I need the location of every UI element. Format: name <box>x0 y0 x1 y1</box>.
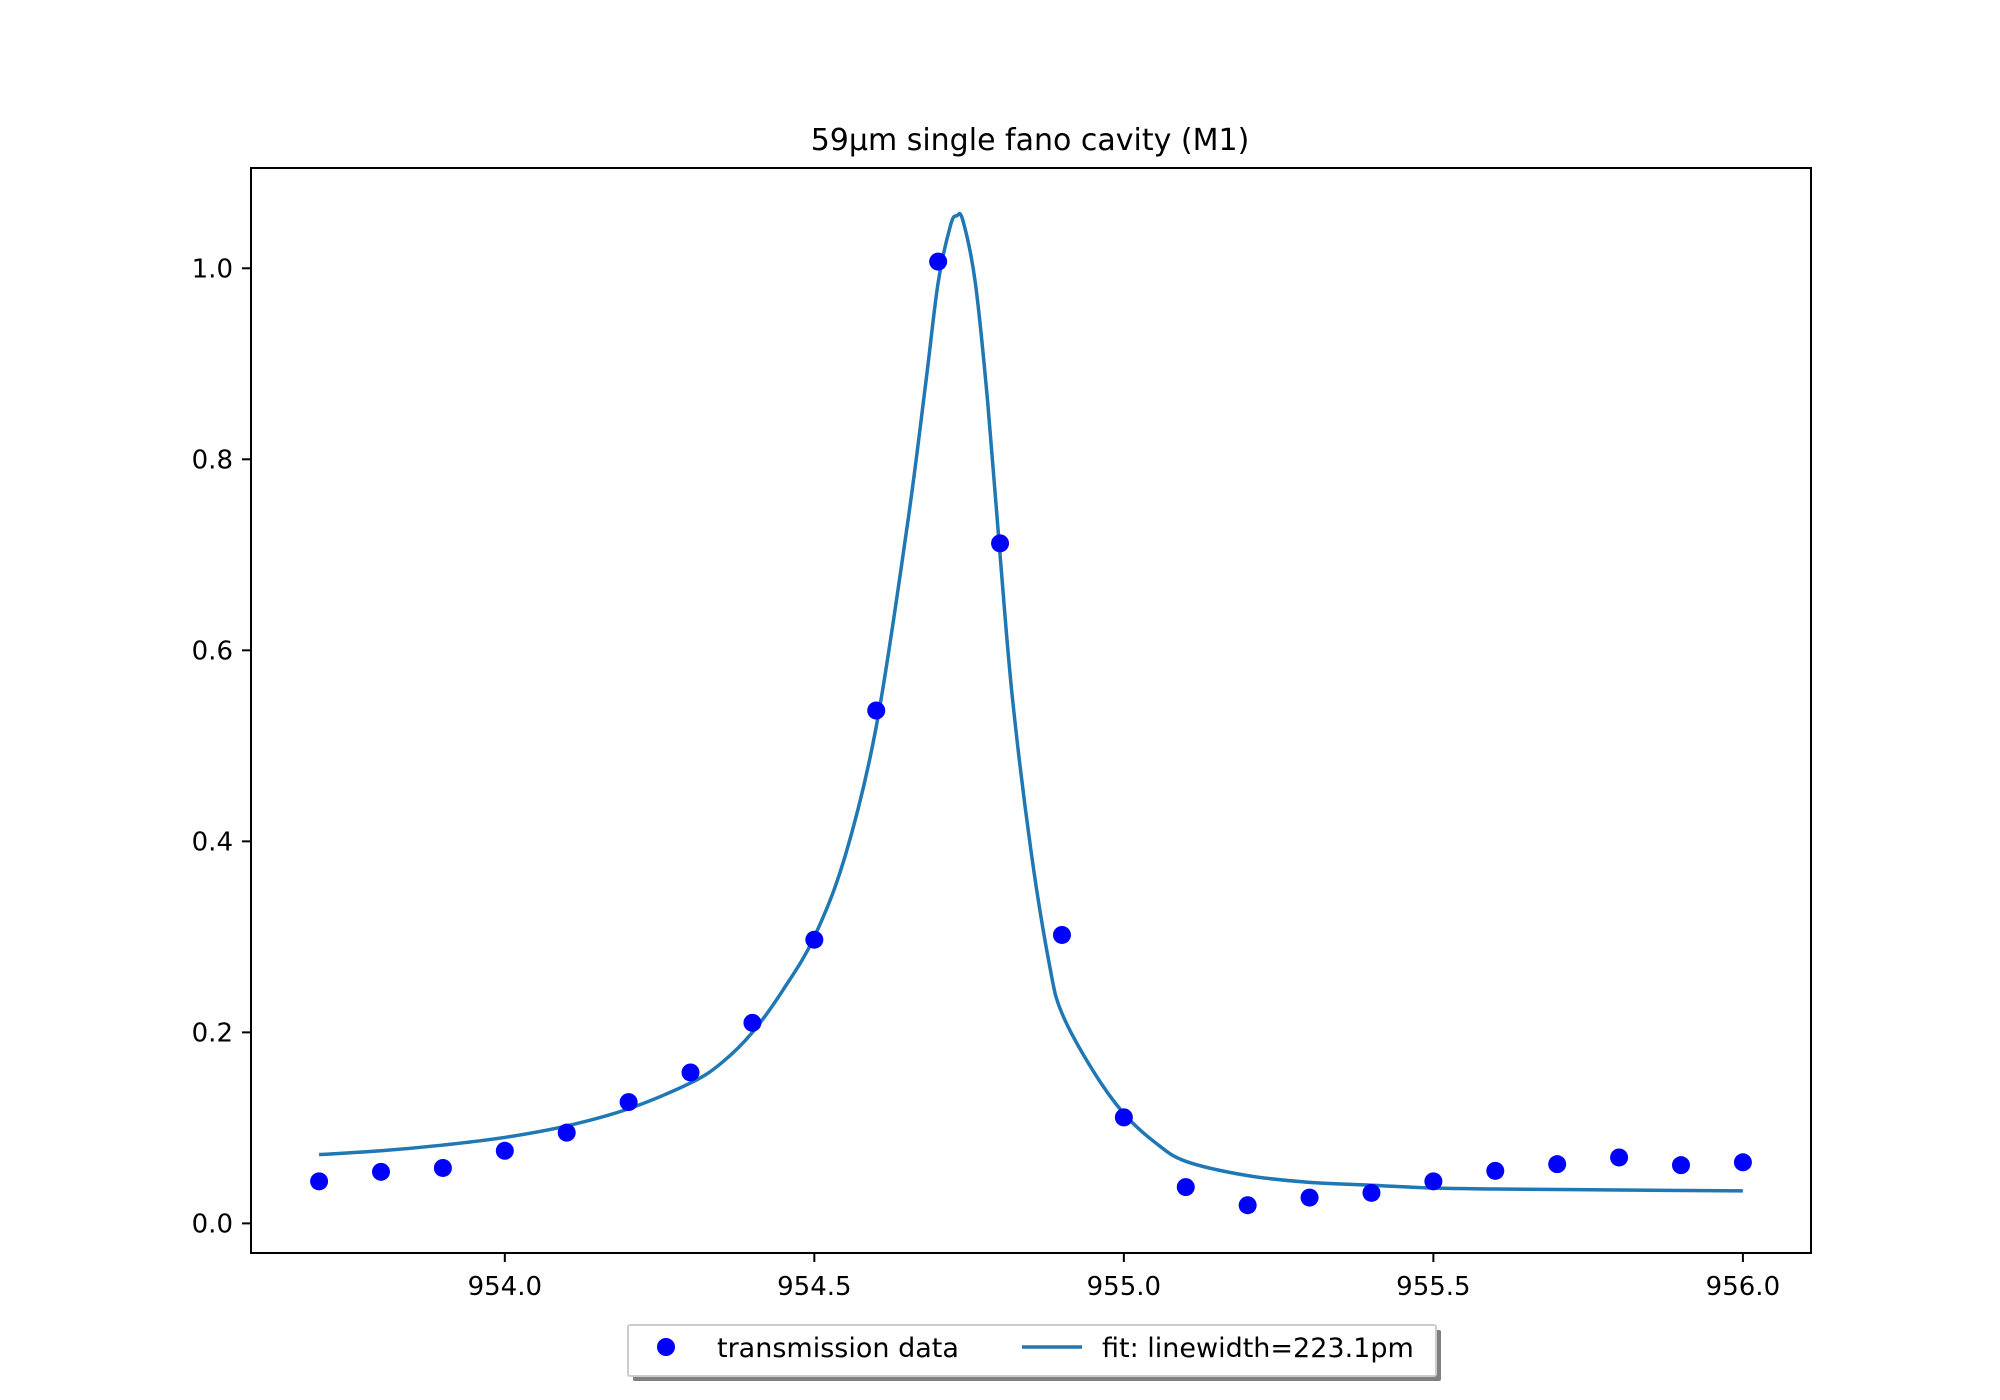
data-point <box>1548 1155 1567 1174</box>
x-tick-label: 954.5 <box>777 1272 851 1302</box>
data-point <box>805 930 824 949</box>
data-point <box>991 534 1010 553</box>
data-point <box>1424 1172 1443 1191</box>
x-axis: 954.0 954.5 955.0 955.5 956.0 <box>468 1253 1780 1302</box>
y-tick-label: 0.4 <box>192 827 233 857</box>
data-series <box>310 252 1752 1215</box>
data-point <box>1610 1148 1629 1167</box>
data-point <box>929 252 948 271</box>
data-point <box>1362 1183 1381 1202</box>
data-point <box>1238 1196 1257 1215</box>
y-tick-label: 0.6 <box>192 636 233 666</box>
data-point <box>1052 925 1071 944</box>
data-point <box>743 1013 762 1032</box>
x-tick-label: 955.0 <box>1087 1272 1161 1302</box>
data-point <box>310 1172 329 1191</box>
data-point <box>1176 1178 1195 1197</box>
y-axis: 0.0 0.2 0.4 0.6 0.8 1.0 <box>192 254 251 1239</box>
data-point <box>867 701 886 720</box>
data-point <box>433 1158 452 1177</box>
y-tick-label: 1.0 <box>192 254 233 284</box>
plot-frame <box>250 167 1812 1254</box>
y-tick-label: 0.2 <box>192 1018 233 1048</box>
fit-series <box>318 211 1743 1193</box>
data-point <box>1486 1161 1505 1180</box>
x-tick-label: 955.5 <box>1396 1272 1470 1302</box>
x-tick-label: 956.0 <box>1706 1272 1780 1302</box>
x-tick-label: 954.0 <box>468 1272 542 1302</box>
chart-title: 59µm single fano cavity (M1) <box>811 123 1250 158</box>
data-point <box>495 1141 514 1160</box>
data-point <box>1672 1156 1690 1175</box>
data-point <box>1114 1108 1133 1127</box>
fit-line <box>318 211 1743 1193</box>
legend-box <box>627 1324 1437 1377</box>
legend-label-fit: fit: linewidth=223.1pm <box>1102 1333 1414 1364</box>
y-tick-label: 0.0 <box>192 1209 233 1239</box>
legend: transmission data fit: linewidth=223.1pm <box>627 1324 1441 1381</box>
data-point <box>619 1093 638 1112</box>
data-point <box>557 1123 576 1142</box>
data-point <box>1733 1153 1752 1172</box>
legend-marker-transmission-data <box>657 1338 675 1356</box>
data-point <box>372 1162 390 1181</box>
y-tick-label: 0.8 <box>192 445 233 475</box>
data-point <box>1300 1188 1319 1207</box>
legend-label-transmission-data: transmission data <box>717 1333 959 1364</box>
data-point <box>681 1063 700 1082</box>
